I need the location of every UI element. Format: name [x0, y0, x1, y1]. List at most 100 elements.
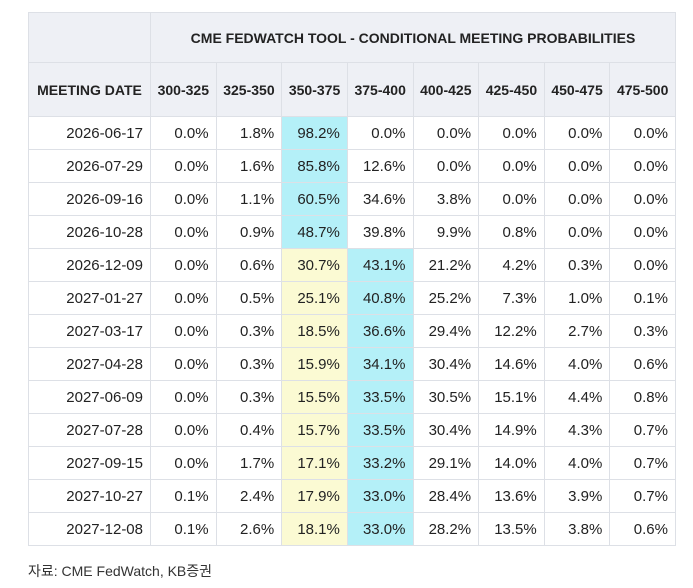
column-header: 350-375	[281, 62, 348, 117]
probability-cell: 0.0%	[478, 149, 545, 183]
probability-cell: 2.6%	[215, 512, 283, 546]
probability-cell: 9.9%	[412, 215, 480, 249]
probability-cell: 15.7%	[281, 413, 348, 447]
table-row: 2027-07-28 0.0% 0.4% 15.7% 33.5% 30.4% 14.9% 4.…	[28, 413, 676, 447]
probability-cell: 0.0%	[609, 182, 676, 216]
probability-cell: 14.0%	[478, 446, 545, 480]
probability-cell: 0.0%	[543, 215, 611, 249]
probability-cell: 29.4%	[412, 314, 480, 348]
column-header: MEETING DATE	[28, 62, 151, 117]
probability-cell: 85.8%	[281, 149, 348, 183]
probability-cell: 28.2%	[412, 512, 480, 546]
meeting-date: 2027-10-27	[28, 479, 151, 513]
probability-cell: 15.5%	[281, 380, 348, 414]
table-row: 2027-10-27 0.1% 2.4% 17.9% 33.0% 28.4% 13.6% 3.…	[28, 479, 676, 513]
column-header: 450-475	[543, 62, 611, 117]
probability-cell: 13.6%	[478, 479, 545, 513]
probability-cell: 12.2%	[478, 314, 545, 348]
probability-cell: 30.4%	[412, 413, 480, 447]
probability-cell: 15.9%	[281, 347, 348, 381]
meeting-date: 2027-07-28	[28, 413, 151, 447]
meeting-date: 2027-01-27	[28, 281, 151, 315]
probability-cell: 34.6%	[346, 182, 414, 216]
probability-cell: 1.8%	[215, 116, 283, 150]
table-row: 2027-06-09 0.0% 0.3% 15.5% 33.5% 30.5% 15.1% 4.…	[28, 380, 676, 414]
probability-cell: 0.6%	[609, 512, 676, 546]
probability-cell: 0.0%	[150, 116, 217, 150]
probability-cell: 0.3%	[215, 380, 283, 414]
probability-cell: 0.0%	[150, 347, 217, 381]
table-row: 2027-09-15 0.0% 1.7% 17.1% 33.2% 29.1% 14.0% 4.…	[28, 446, 676, 480]
probability-cell: 1.6%	[215, 149, 283, 183]
probability-cell: 39.8%	[346, 215, 414, 249]
probability-table: CME FEDWATCH TOOL - CONDITIONAL MEETING …	[28, 12, 676, 546]
table-row: 2027-12-08 0.1% 2.6% 18.1% 33.0% 28.2% 13.5% 3.…	[28, 512, 676, 546]
probability-cell: 18.1%	[281, 512, 348, 546]
probability-cell: 1.0%	[543, 281, 611, 315]
source-note: 자료: CME FedWatch, KB증권	[28, 563, 213, 579]
probability-cell: 34.1%	[346, 347, 414, 381]
probability-cell: 0.3%	[215, 347, 283, 381]
probability-cell: 4.2%	[478, 248, 545, 282]
probability-cell: 0.0%	[150, 314, 217, 348]
probability-cell: 0.0%	[543, 149, 611, 183]
probability-cell: 0.0%	[412, 116, 480, 150]
meeting-date: 2027-03-17	[28, 314, 151, 348]
probability-cell: 30.7%	[281, 248, 348, 282]
probability-cell: 17.9%	[281, 479, 348, 513]
probability-cell: 0.0%	[150, 248, 217, 282]
column-header: 300-325	[150, 62, 217, 117]
table-title: CME FEDWATCH TOOL - CONDITIONAL MEETING …	[150, 12, 676, 63]
probability-cell: 0.0%	[150, 281, 217, 315]
probability-cell: 0.4%	[215, 413, 283, 447]
probability-cell: 0.3%	[215, 314, 283, 348]
table-row: 2027-04-28 0.0% 0.3% 15.9% 34.1% 30.4% 14.6% 4.…	[28, 347, 676, 381]
table-row: 2026-09-16 0.0% 1.1% 60.5% 34.6% 3.8% 0.0% 0.0%…	[28, 182, 676, 216]
probability-cell: 18.5%	[281, 314, 348, 348]
meeting-date: 2027-04-28	[28, 347, 151, 381]
probability-cell: 2.7%	[543, 314, 611, 348]
probability-cell: 30.4%	[412, 347, 480, 381]
probability-cell: 15.1%	[478, 380, 545, 414]
probability-cell: 0.0%	[543, 116, 611, 150]
probability-cell: 33.5%	[346, 380, 414, 414]
probability-cell: 0.9%	[215, 215, 283, 249]
probability-cell: 36.6%	[346, 314, 414, 348]
probability-cell: 0.0%	[412, 149, 480, 183]
probability-cell: 12.6%	[346, 149, 414, 183]
probability-cell: 1.1%	[215, 182, 283, 216]
probability-cell: 0.0%	[150, 446, 217, 480]
meeting-date: 2027-06-09	[28, 380, 151, 414]
probability-cell: 98.2%	[281, 116, 348, 150]
probability-cell: 4.0%	[543, 446, 611, 480]
probability-cell: 3.8%	[543, 512, 611, 546]
column-header: 475-500	[609, 62, 676, 117]
probability-cell: 0.1%	[150, 512, 217, 546]
probability-cell: 0.0%	[609, 116, 676, 150]
probability-cell: 0.3%	[609, 314, 676, 348]
table-row: 2026-12-09 0.0% 0.6% 30.7% 43.1% 21.2% 4.2% 0.3…	[28, 248, 676, 282]
probability-cell: 33.0%	[346, 479, 414, 513]
probability-cell: 0.0%	[609, 248, 676, 282]
meeting-date: 2027-09-15	[28, 446, 151, 480]
meeting-date: 2027-12-08	[28, 512, 151, 546]
probability-cell: 1.7%	[215, 446, 283, 480]
table-row: 2026-06-17 0.0% 1.8% 98.2% 0.0% 0.0% 0.0% 0.0% 0…	[28, 116, 676, 150]
probability-cell: 48.7%	[281, 215, 348, 249]
probability-cell: 0.0%	[150, 182, 217, 216]
probability-cell: 14.6%	[478, 347, 545, 381]
table-row: 2027-03-17 0.0% 0.3% 18.5% 36.6% 29.4% 12.2% 2.…	[28, 314, 676, 348]
probability-cell: 25.1%	[281, 281, 348, 315]
table-row: 2027-01-27 0.0% 0.5% 25.1% 40.8% 25.2% 7.3% 1.0…	[28, 281, 676, 315]
probability-cell: 30.5%	[412, 380, 480, 414]
probability-cell: 4.3%	[543, 413, 611, 447]
probability-cell: 21.2%	[412, 248, 480, 282]
probability-cell: 0.8%	[609, 380, 676, 414]
probability-cell: 0.0%	[478, 116, 545, 150]
probability-cell: 0.0%	[150, 149, 217, 183]
column-header: 375-400	[346, 62, 414, 117]
meeting-date: 2026-09-16	[28, 182, 151, 216]
probability-cell: 0.7%	[609, 479, 676, 513]
probability-cell: 4.0%	[543, 347, 611, 381]
probability-cell: 25.2%	[412, 281, 480, 315]
